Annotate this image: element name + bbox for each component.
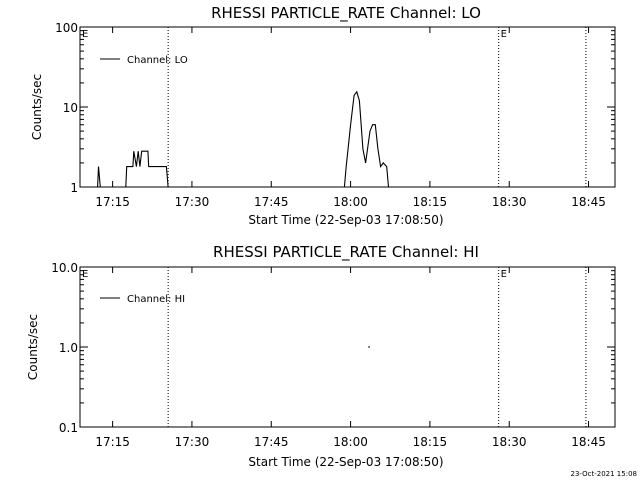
hi-x-tick-label-3: 18:00 <box>333 435 368 449</box>
hi-channel-panel: RHESSI PARTICLE_RATE Channel: HI Counts/… <box>26 243 616 469</box>
lo-series-segment-2 <box>343 90 390 188</box>
hi-x-tick-label-4: 18:15 <box>413 435 448 449</box>
hi-y-axis-label: Counts/sec <box>26 314 40 380</box>
lo-series-segment-1 <box>125 150 169 188</box>
lo-y-tick-label-1: 10 <box>63 101 78 115</box>
lo-x-tick-label-1: 17:30 <box>175 195 210 209</box>
lo-x-axis-label: Start Time (22-Sep-03 17:08:50) <box>248 213 443 227</box>
hi-y-tick-label-0: 0.1 <box>59 421 78 435</box>
hi-x-tick-label-1: 17:30 <box>175 435 210 449</box>
hi-y-tick-label-2: 10.0 <box>51 261 78 275</box>
lo-legend-label: Channel: LO <box>127 55 188 66</box>
hi-axis-flag: E <box>82 269 88 280</box>
lo-x-tick-label-4: 18:15 <box>413 195 448 209</box>
hi-legend-label: Channel: HI <box>127 294 185 305</box>
hi-x-tick-label-6: 18:45 <box>571 435 606 449</box>
hi-x-tick-label-5: 18:30 <box>492 435 527 449</box>
hi-y-tick-label-1: 1.0 <box>59 341 78 355</box>
lo-x-tick-label-5: 18:30 <box>492 195 527 209</box>
lo-x-tick-label-3: 18:00 <box>333 195 368 209</box>
lo-y-axis-label: Counts/sec <box>30 74 44 140</box>
lo-panel-title: RHESSI PARTICLE_RATE Channel: LO <box>211 4 481 23</box>
lo-y-tick-label-2: 100 <box>55 21 78 35</box>
lo-y-tick-label-0: 1 <box>70 181 78 195</box>
lo-plot-frame <box>79 26 616 188</box>
lo-chart-marks: 17:15 17:30 17:45 18:00 18:15 18:30 18:45 1 10 10… <box>55 21 615 209</box>
lo-x-tick-label-6: 18:45 <box>571 195 606 209</box>
footer-timestamp: 23-Oct-2021 15:08 <box>571 470 637 478</box>
hi-x-axis-label: Start Time (22-Sep-03 17:08:50) <box>248 455 443 469</box>
lo-time-marker-flag-1: E <box>501 29 507 40</box>
lo-channel-panel: RHESSI PARTICLE_RATE Channel: LO Counts/… <box>30 4 616 227</box>
hi-plot-frame <box>79 266 616 428</box>
lo-axis-flag: E <box>82 29 88 40</box>
hi-chart-marks: 17:15 17:30 17:45 18:00 18:15 18:30 18:45 0.1 1.… <box>51 261 615 449</box>
hi-panel-title: RHESSI PARTICLE_RATE Channel: HI <box>213 243 479 262</box>
hi-x-tick-label-2: 17:45 <box>254 435 289 449</box>
hi-x-tick-label-0: 17:15 <box>95 435 130 449</box>
lo-x-tick-label-0: 17:15 <box>95 195 130 209</box>
lo-series-segment-0 <box>97 166 101 188</box>
lo-x-tick-label-2: 17:45 <box>254 195 289 209</box>
hi-time-marker-flag-1: E <box>501 269 507 280</box>
